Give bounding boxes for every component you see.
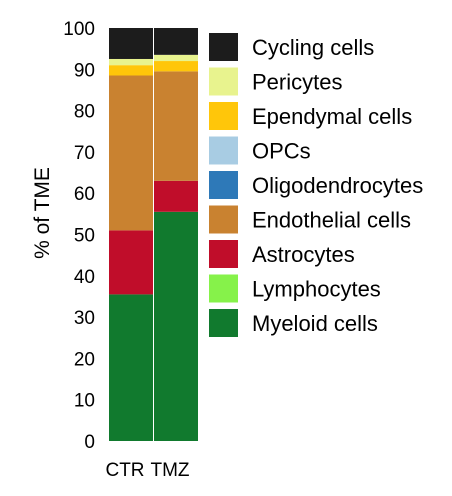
x-tick-label: TMZ [150,460,189,481]
y-tick-label: 40 [74,267,95,288]
y-tick-label: 100 [63,19,95,40]
bar-segment [109,65,153,76]
legend-swatch [209,33,238,61]
legend-label: Myeloid cells [252,311,378,336]
y-tick-label: 90 [74,60,95,81]
y-axis-label: % of TME [31,167,54,259]
legend-label: Endothelial cells [252,208,411,233]
legend-label: OPCs [252,139,311,164]
legend-swatch [209,171,238,199]
legend-swatch [209,67,238,96]
bars [109,28,198,441]
legend-label: Ependymal cells [252,104,412,129]
bar-segment [154,61,198,72]
bar-segment [154,211,198,441]
bar-segment [154,71,198,181]
bar-segment [109,294,153,441]
legend-label: Oligodendrocytes [252,173,423,198]
y-tick-label: 50 [74,226,95,247]
bar-segment [109,28,153,59]
legend-label: Cycling cells [252,35,374,60]
legend-swatch [209,102,238,130]
x-tick-label: CTR [105,460,144,481]
bar-segment [109,75,153,231]
legend: Cycling cells Pericytes Ependymal cells OPC… [209,33,423,337]
y-tick-label: 0 [84,432,95,453]
y-tick-label: 10 [74,391,95,412]
bar-segment [109,230,153,295]
y-axis-ticks: 0 10 20 30 40 50 60 70 80 90 100 [63,19,95,453]
y-tick-label: 60 [74,184,95,205]
bar-segment [154,28,198,55]
bar-segment [154,180,198,212]
y-tick-label: 70 [74,143,95,164]
legend-label: Lymphocytes [252,277,381,302]
x-axis-ticks: CTR TMZ [105,460,189,481]
bar-segment [109,58,153,66]
legend-swatch [209,309,238,337]
y-tick-label: 30 [74,308,95,329]
legend-swatch [209,205,238,234]
y-tick-label: 80 [74,102,95,123]
legend-swatch [209,136,238,165]
legend-label: Astrocytes [252,242,355,267]
legend-swatch [209,274,238,303]
y-tick-label: 20 [74,349,95,370]
legend-label: Pericytes [252,70,342,95]
legend-swatch [209,240,238,268]
bar-segment [154,54,198,62]
